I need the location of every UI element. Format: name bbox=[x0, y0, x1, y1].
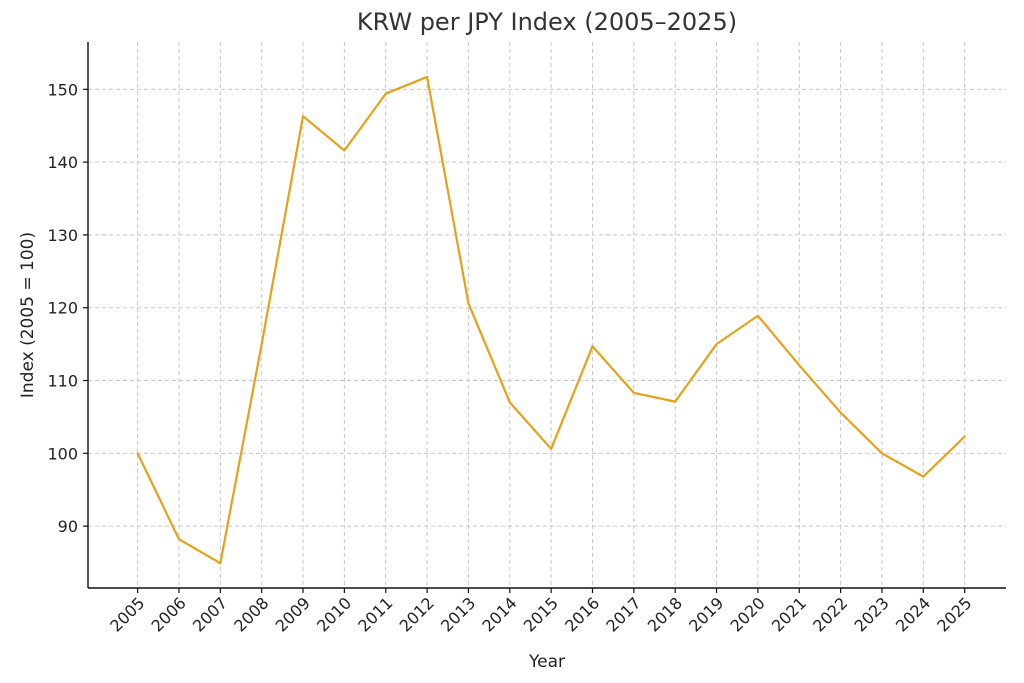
chart-title: KRW per JPY Index (2005–2025) bbox=[357, 8, 737, 36]
y-tick-label: 90 bbox=[58, 517, 78, 536]
y-tick-label: 150 bbox=[47, 80, 78, 99]
y-tick-label: 120 bbox=[47, 299, 78, 318]
y-tick-label: 140 bbox=[47, 153, 78, 172]
y-tick-label: 110 bbox=[47, 372, 78, 391]
x-axis-label: Year bbox=[528, 652, 565, 672]
y-tick-label: 130 bbox=[47, 226, 78, 245]
y-axis-label: Index (2005 = 100) bbox=[18, 232, 38, 398]
y-axis-ticks: 90 100 110 120 130 140 150 bbox=[47, 80, 88, 536]
y-tick-label: 100 bbox=[47, 444, 78, 463]
grid bbox=[88, 42, 1006, 588]
series-group bbox=[136, 75, 966, 565]
